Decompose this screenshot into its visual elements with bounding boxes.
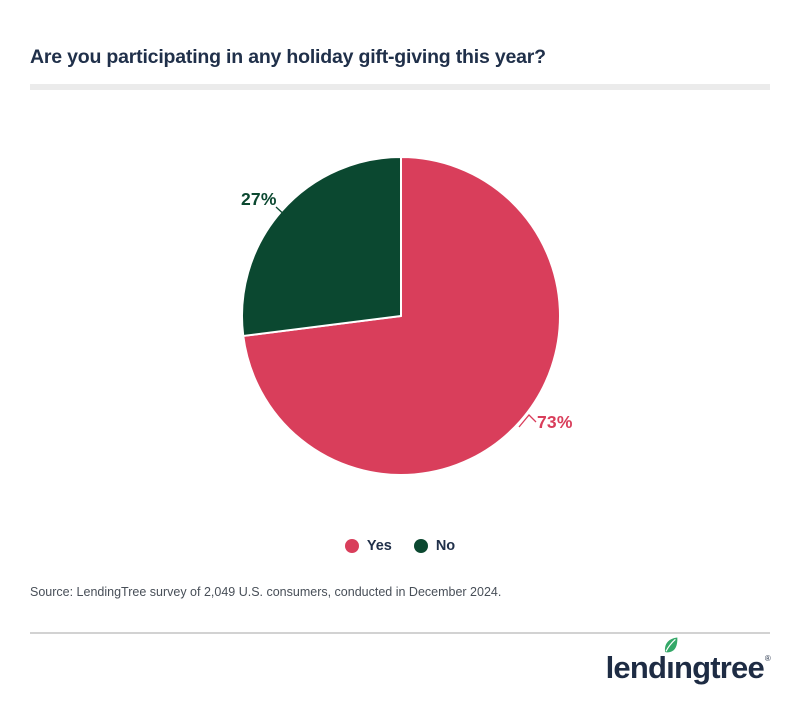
registered-mark: ® bbox=[764, 654, 771, 663]
legend-label-no: No bbox=[435, 538, 456, 554]
lendingtree-logo: lend ı ngtree ® bbox=[605, 637, 771, 685]
logo-i-char: ı bbox=[666, 650, 675, 685]
legend-item-yes: Yes bbox=[344, 538, 392, 554]
title-rule bbox=[30, 84, 770, 90]
logo-text-after-i: ngtree bbox=[673, 650, 765, 685]
leaf-icon bbox=[665, 637, 678, 653]
slice-label-yes: 73% bbox=[537, 412, 573, 432]
footer-divider bbox=[30, 632, 770, 634]
pie-slice-no bbox=[240, 156, 402, 337]
pie-slices bbox=[240, 156, 561, 476]
logo-text-before-i: lend bbox=[605, 650, 667, 685]
legend-item-no: No bbox=[413, 538, 456, 554]
source-note: Source: LendingTree survey of 2,049 U.S.… bbox=[30, 585, 502, 599]
legend-swatch-no bbox=[413, 539, 428, 553]
logo-i: ı bbox=[665, 637, 678, 685]
chart-legend: Yes No bbox=[0, 538, 800, 554]
callout-line-no bbox=[275, 206, 290, 220]
legend-swatch-yes bbox=[344, 539, 359, 553]
page-title: Are you participating in any holiday gif… bbox=[30, 46, 546, 68]
legend-label-yes: Yes bbox=[366, 538, 392, 554]
slice-label-no: 27% bbox=[241, 189, 277, 209]
callout-line-yes bbox=[518, 414, 537, 428]
